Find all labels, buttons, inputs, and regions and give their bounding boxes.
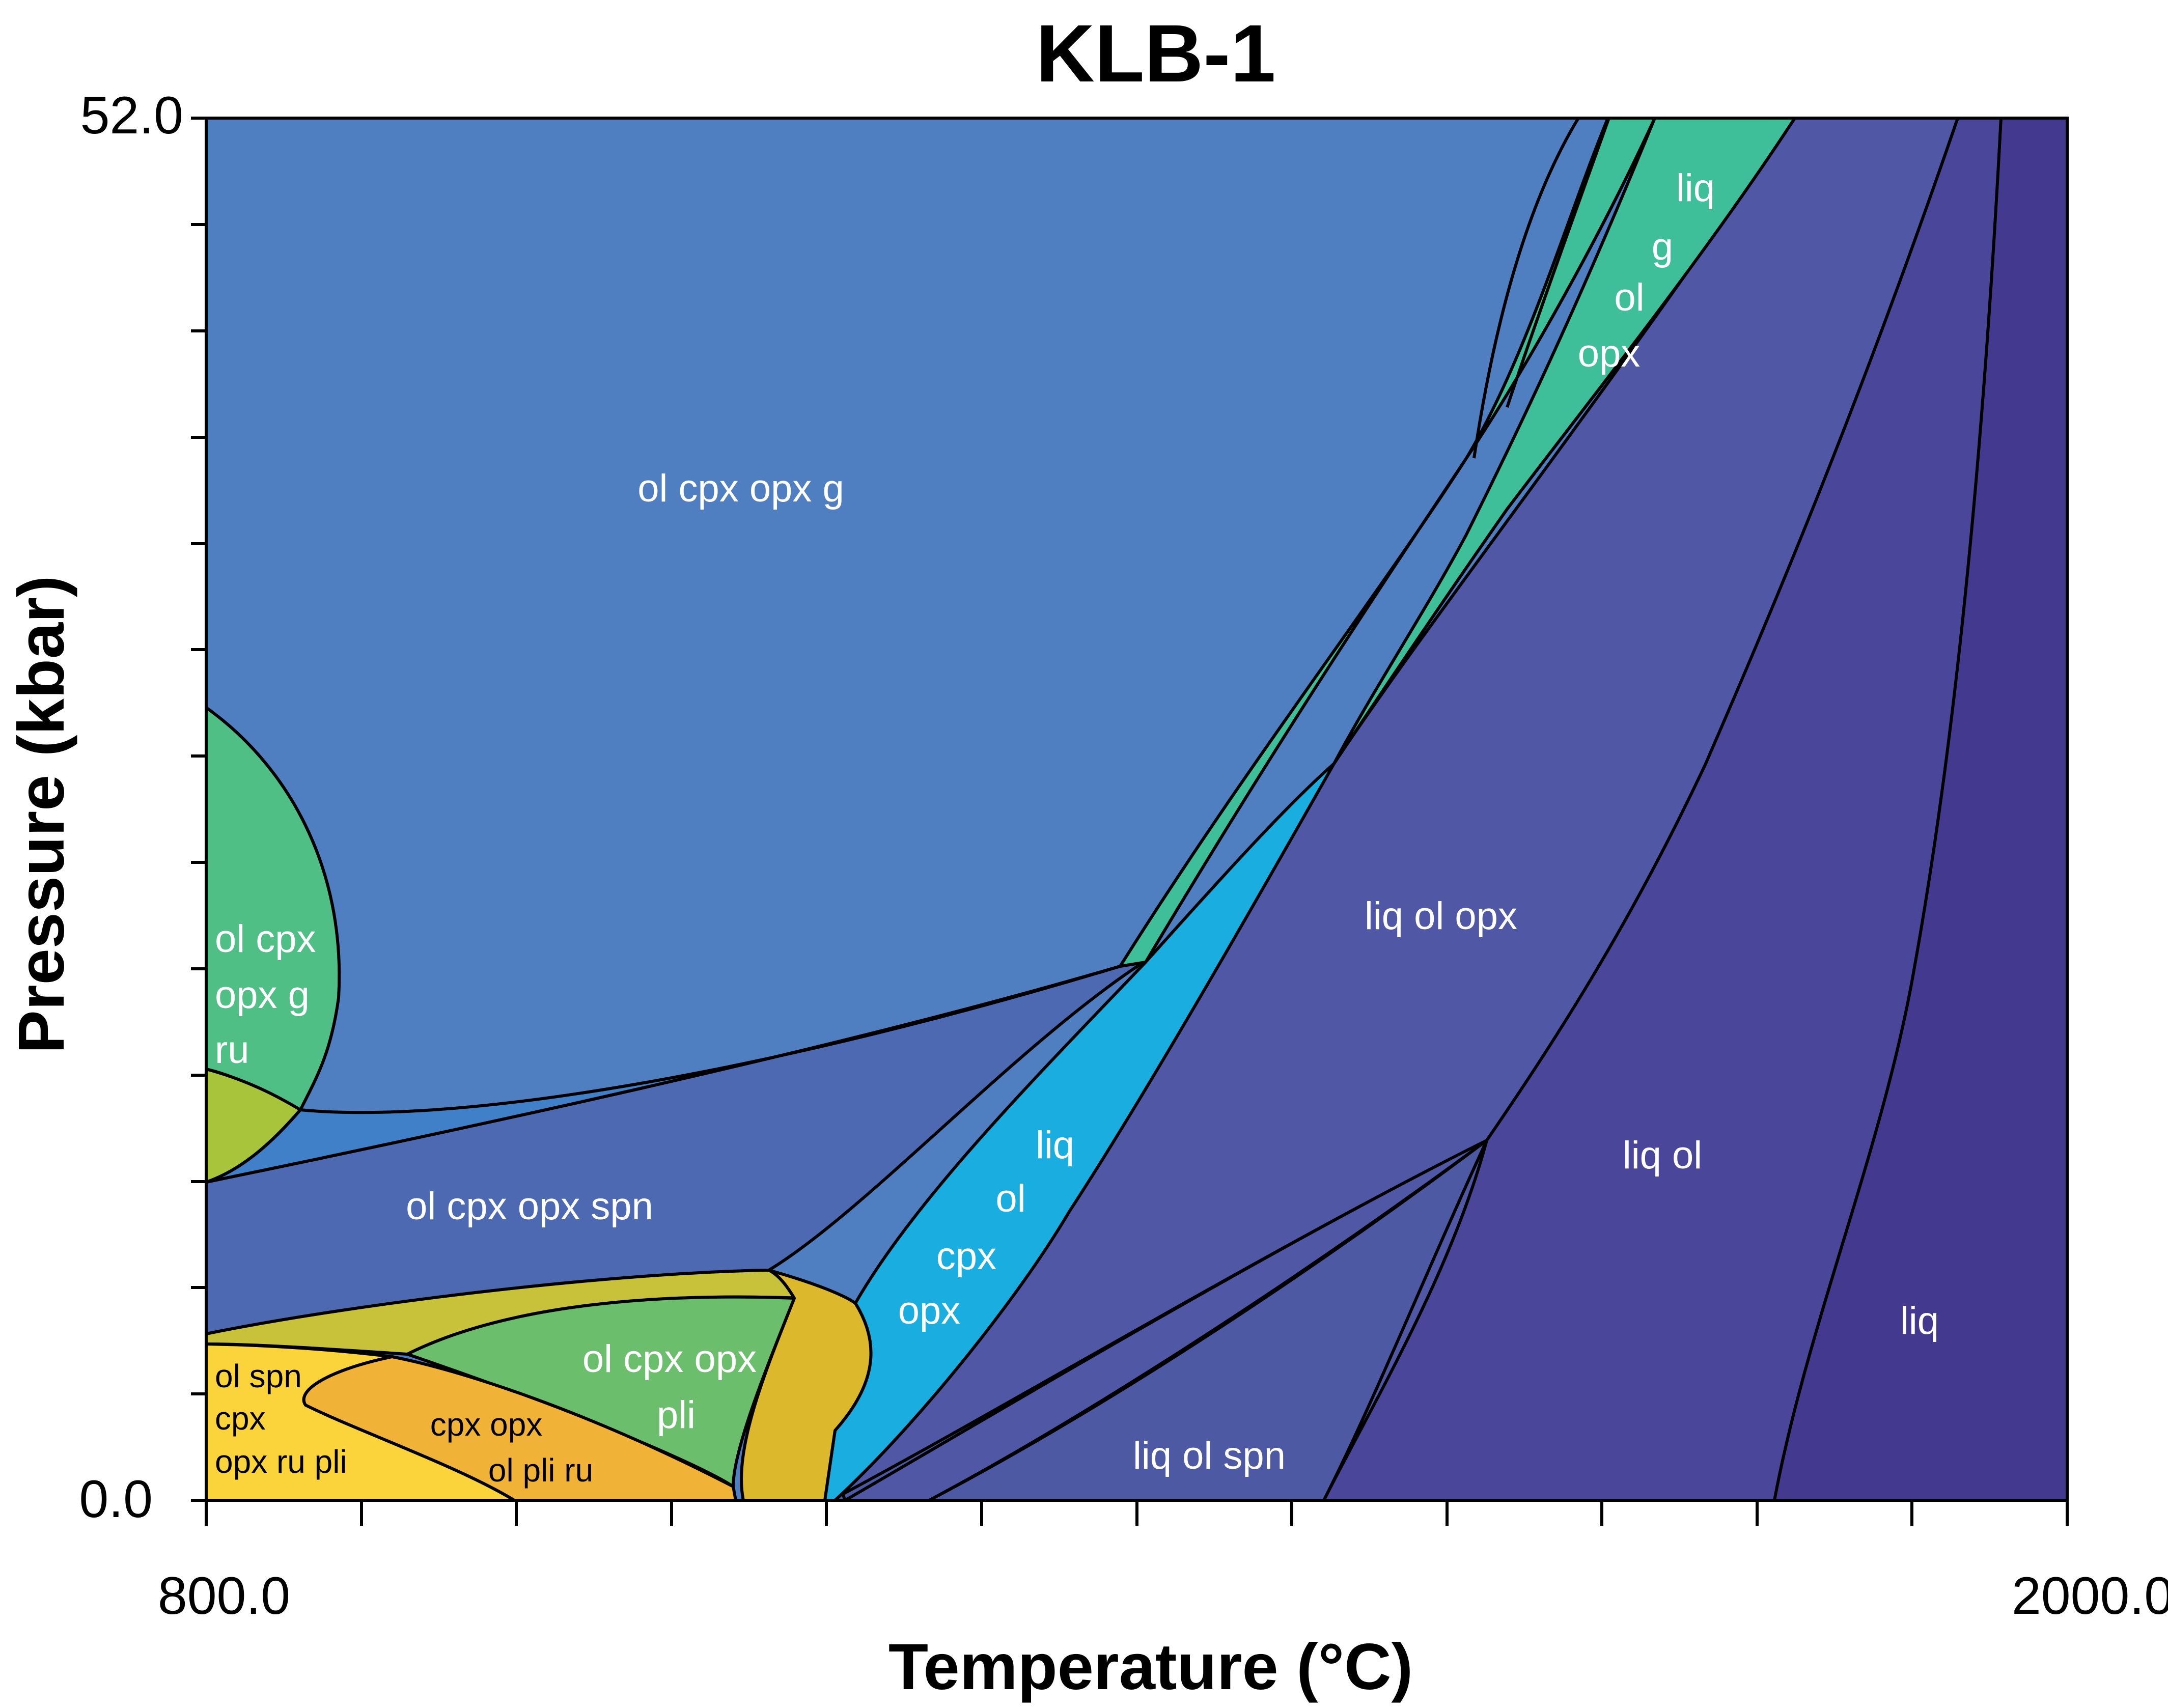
- boundary-upper-liquidus: [1472, 117, 1580, 459]
- x-tick-label-max: 2000.0: [2012, 1566, 2168, 1626]
- label-ol-cpx-opx-g-ru-2: opx g: [215, 973, 310, 1017]
- label-liq-g-ol-opx-2: g: [1652, 225, 1673, 268]
- field-labels: ol cpx opx g ol cpx opx g ru ol cpx opx …: [215, 166, 1939, 1489]
- label-ol-cpx-opx-g-ru-1: ol cpx: [215, 917, 316, 961]
- label-liq-ol-cpx-opx-4: opx: [898, 1289, 961, 1332]
- label-ol-cpx-opx-pli-2: pli: [657, 1393, 696, 1437]
- field-liq-g-ol-opx-upper: [1332, 117, 1796, 765]
- x-ticks: [205, 1500, 2069, 1526]
- field-liq: [1773, 117, 2069, 1502]
- label-cpx-opx-ol-pli-ru-1: cpx opx: [430, 1406, 543, 1443]
- field-blue-wedge: [205, 965, 1122, 1184]
- label-ol-cpx-opx-spn: ol cpx opx spn: [406, 1185, 653, 1228]
- label-liq: liq: [1900, 1299, 1939, 1342]
- label-ol-cpx-opx-pli-1: ol cpx opx: [582, 1337, 757, 1381]
- boundary-garnet-out: [1506, 117, 1610, 408]
- field-ol-spn-cpx-opx-ru-pli: [205, 1342, 516, 1502]
- label-liq-ol-cpx-opx-1: liq: [1036, 1124, 1074, 1167]
- label-ol-cpx-opx-g: ol cpx opx g: [637, 467, 844, 510]
- label-liq-ol-spn: liq ol spn: [1133, 1434, 1286, 1477]
- label-ol-spn-cpx-opx-ru-pli-1: ol spn: [215, 1358, 302, 1394]
- x-tick-label-min: 800.0: [158, 1566, 290, 1626]
- y-tick-label-max: 52.0: [80, 86, 183, 145]
- label-cpx-opx-ol-pli-ru-2: ol pli ru: [488, 1452, 593, 1489]
- chart-title: KLB-1: [1036, 8, 1275, 99]
- label-liq-ol-cpx-opx-3: cpx: [936, 1235, 996, 1278]
- label-liq-g-ol-opx-4: opx: [1578, 332, 1641, 375]
- label-liq-ol-cpx-opx-2: ol: [995, 1177, 1025, 1220]
- y-axis-title: Pressure (kbar): [5, 575, 78, 1053]
- label-liq-ol: liq ol: [1623, 1134, 1702, 1177]
- label-ol-spn-cpx-opx-ru-pli-2: cpx: [215, 1400, 266, 1437]
- field-liq-ol-cpx-opx: [823, 762, 1336, 1502]
- label-ol-cpx-opx-g-ru-3: ru: [215, 1028, 249, 1072]
- boundary-low-melt: [928, 1139, 1488, 1502]
- label-liq-g-ol-opx-1: liq: [1676, 166, 1715, 210]
- label-ol-spn-cpx-opx-ru-pli-3: opx ru pli: [215, 1443, 347, 1480]
- y-ticks: [191, 117, 206, 1502]
- y-tick-label-min: 0.0: [79, 1470, 153, 1529]
- label-liq-g-ol-opx-3: ol: [1614, 276, 1644, 319]
- x-axis-title: Temperature (°C): [888, 1631, 1413, 1703]
- label-liq-ol-opx: liq ol opx: [1365, 894, 1517, 938]
